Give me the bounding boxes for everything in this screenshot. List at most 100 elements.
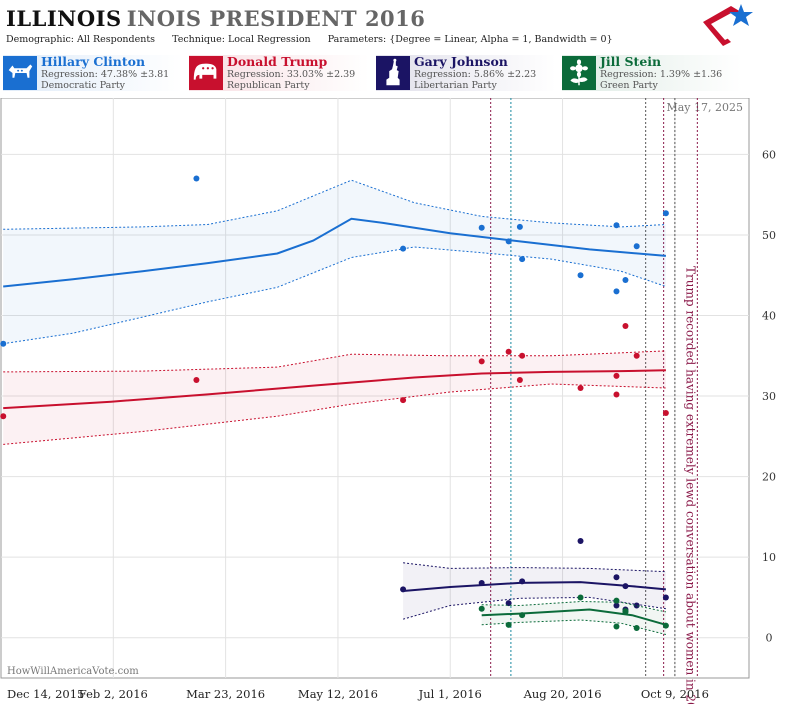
- jill-stein-data-point: [505, 621, 512, 628]
- x-tick-label: Oct 9, 2016: [641, 687, 709, 701]
- x-tick-label: Aug 20, 2016: [523, 687, 602, 701]
- title-rest: INOIS PRESIDENT 2016: [126, 6, 426, 31]
- x-tick-label: Jul 1, 2016: [418, 687, 482, 701]
- y-tick-label: 20: [762, 471, 776, 484]
- donald-trump-data-point: [193, 376, 200, 383]
- legend-item-johnson: Gary Johnson Regression: 5.86% ±2.23 Lib…: [376, 55, 556, 91]
- meta-key-technique: Technique:: [172, 34, 225, 45]
- hillary-clinton-data-point: [577, 272, 584, 279]
- donald-trump-data-point: [516, 376, 523, 383]
- donald-trump-data-point: [613, 391, 620, 398]
- jill-stein-data-point: [613, 597, 620, 604]
- gary-johnson-data-point: [633, 602, 640, 609]
- candidate-name: Hillary Clinton: [41, 54, 146, 69]
- candidate-regression: Regression: 33.03% ±2.39: [227, 69, 356, 80]
- x-tick-label: Mar 23, 2016: [186, 687, 265, 701]
- donkey-icon: [3, 56, 37, 90]
- y-tick-label: 10: [762, 551, 776, 564]
- donald-trump-data-point: [662, 409, 669, 416]
- gary-johnson-data-point: [505, 600, 512, 607]
- site-logo-icon: [703, 4, 753, 46]
- candidate-name: Gary Johnson: [414, 54, 508, 69]
- hillary-clinton-data-point: [613, 222, 620, 229]
- x-tick-label: Dec 14, 2015: [7, 687, 84, 701]
- hillary-clinton-data-point: [519, 256, 526, 263]
- hillary-clinton-confidence-band: [3, 180, 666, 344]
- meta-key-parameters: Parameters:: [327, 34, 387, 45]
- hillary-clinton-data-point: [400, 245, 407, 252]
- donald-trump-confidence-band: [3, 350, 666, 445]
- candidate-legend: Hillary Clinton Regression: 47.38% ±3.81…: [0, 55, 789, 93]
- gary-johnson-upper-bound: [403, 562, 666, 573]
- candidate-party: Libertarian Party: [414, 80, 497, 91]
- donald-trump-data-point: [400, 397, 407, 404]
- gary-johnson-data-point: [613, 602, 620, 609]
- donald-trump-data-point: [633, 352, 640, 359]
- donald-trump-data-point: [519, 352, 526, 359]
- event-annotation: Trump recorded having extremely lewd con…: [684, 266, 698, 704]
- donald-trump-data-point: [622, 322, 629, 329]
- statue-of-liberty-icon: [376, 56, 410, 90]
- donald-trump-data-point: [505, 348, 512, 355]
- gary-johnson-data-point: [662, 594, 669, 601]
- donald-trump-data-point: [478, 358, 485, 365]
- jill-stein-confidence-band: [481, 601, 666, 635]
- hillary-clinton-data-point: [662, 210, 669, 217]
- donald-trump-upper-bound: [3, 350, 666, 373]
- gary-johnson-confidence-band: [403, 562, 666, 620]
- jill-stein-data-point: [577, 594, 584, 601]
- hillary-clinton-data-point: [622, 277, 629, 284]
- candidate-regression: Regression: 1.39% ±1.36: [600, 69, 723, 80]
- meta-value-parameters: {Degree = Linear, Alpha = 1, Bandwidth =…: [389, 34, 613, 45]
- page-title: ILLINOIS INOIS PRESIDENT 2016: [6, 6, 425, 32]
- gary-johnson-data-point: [577, 538, 584, 545]
- hillary-clinton-data-point: [613, 288, 620, 295]
- candidate-party: Democratic Party: [41, 80, 126, 91]
- meta-row: Demographic: All Respondents Technique: Lo…: [6, 34, 627, 45]
- candidate-regression: Regression: 47.38% ±3.81: [41, 69, 170, 80]
- x-tick-label: Feb 2, 2016: [79, 687, 148, 701]
- donald-trump-data-point: [613, 372, 620, 379]
- date-label: May 17, 2025: [666, 101, 743, 114]
- hillary-clinton-data-point: [0, 340, 7, 347]
- jill-stein-data-point: [613, 623, 620, 630]
- gary-johnson-lower-bound: [402, 596, 666, 620]
- x-tick-label: May 12, 2016: [298, 687, 378, 701]
- y-tick-label: 60: [762, 148, 776, 161]
- candidate-name: Donald Trump: [227, 54, 328, 69]
- hillary-clinton-trend-line: [3, 217, 666, 288]
- legend-item-stein: Jill Stein Regression: 1.39% ±1.36 Green…: [562, 55, 742, 91]
- y-tick-label: 30: [762, 390, 776, 403]
- jill-stein-data-point: [662, 622, 669, 629]
- hillary-clinton-data-point: [193, 175, 200, 182]
- gary-johnson-data-point: [622, 583, 629, 590]
- y-tick-label: 40: [762, 310, 776, 323]
- jill-stein-upper-bound: [481, 600, 667, 613]
- y-tick-label: 0: [766, 632, 773, 645]
- watermark: HowWillAmericaVote.com: [7, 666, 139, 677]
- donald-trump-data-point: [0, 413, 7, 420]
- hillary-clinton-lower-bound: [3, 246, 667, 345]
- hillary-clinton-upper-bound: [3, 179, 666, 230]
- title-state: ILLINOIS: [6, 6, 122, 31]
- jill-stein-data-point: [633, 625, 640, 632]
- legend-item-clinton: Hillary Clinton Regression: 47.38% ±3.81…: [3, 55, 183, 91]
- meta-value-technique: Local Regression: [227, 34, 311, 45]
- jill-stein-trend-line: [481, 608, 667, 626]
- hillary-clinton-data-point: [505, 238, 512, 245]
- jill-stein-data-point: [478, 605, 485, 612]
- candidate-regression: Regression: 5.86% ±2.23: [414, 69, 537, 80]
- jill-stein-data-point: [622, 608, 629, 615]
- gary-johnson-data-point: [519, 578, 526, 585]
- gary-johnson-trend-line: [403, 581, 666, 592]
- gary-johnson-data-point: [478, 579, 485, 586]
- elephant-icon: [189, 56, 223, 90]
- candidate-name: Jill Stein: [600, 54, 662, 69]
- legend-item-trump: Donald Trump Regression: 33.03% ±2.39 Re…: [189, 55, 369, 91]
- meta-value-demographic: All Respondents: [77, 34, 156, 45]
- hillary-clinton-data-point: [478, 224, 485, 231]
- meta-key-demographic: Demographic:: [6, 34, 75, 45]
- gary-johnson-data-point: [400, 586, 407, 593]
- chart-area: 0 10 20 30 40 50 60 Dec 14, 2015 Feb 2, 2016 Mar …: [0, 97, 789, 708]
